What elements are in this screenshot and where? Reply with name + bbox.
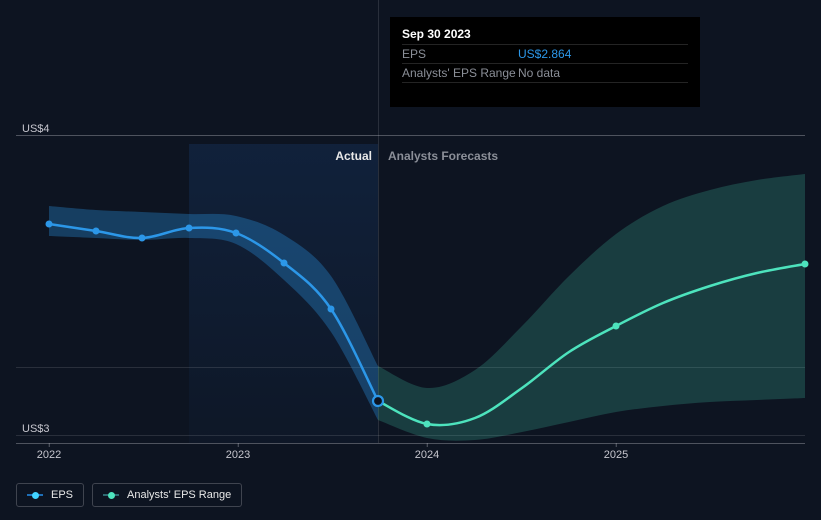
legend-swatch-icon: [103, 490, 119, 500]
eps-forecast-point[interactable]: [424, 421, 431, 428]
eps-range-actual-band: [49, 206, 378, 420]
eps-forecast-point[interactable]: [613, 323, 620, 330]
legend: EPS Analysts' EPS Range: [16, 483, 242, 507]
eps-actual-point[interactable]: [186, 225, 193, 232]
eps-actual-point[interactable]: [281, 260, 288, 267]
eps-actual-point[interactable]: [139, 235, 146, 242]
legend-label: Analysts' EPS Range: [127, 489, 231, 501]
x-axis-tick: 2022: [37, 443, 61, 461]
tooltip-value: US$2.864: [518, 47, 571, 61]
eps-forecast-chart: US$4US$3 Actual Analysts Forecasts 20222…: [0, 0, 821, 520]
tooltip-value: No data: [518, 66, 560, 80]
tooltip-title: Sep 30 2023: [402, 27, 688, 41]
legend-label: EPS: [51, 489, 73, 501]
x-axis-tick: 2023: [226, 443, 250, 461]
eps-actual-point[interactable]: [233, 230, 240, 237]
eps-actual-point[interactable]: [46, 221, 53, 228]
tooltip-row: EPSUS$2.864: [402, 44, 688, 63]
legend-item[interactable]: Analysts' EPS Range: [92, 483, 242, 507]
tooltip-key: Analysts' EPS Range: [402, 66, 518, 80]
eps-actual-point[interactable]: [328, 306, 335, 313]
x-axis-tick: 2025: [604, 443, 628, 461]
data-tooltip: Sep 30 2023 EPSUS$2.864Analysts' EPS Ran…: [390, 17, 700, 107]
eps-actual-point[interactable]: [93, 228, 100, 235]
legend-swatch-icon: [27, 490, 43, 500]
x-axis-tick: 2024: [415, 443, 439, 461]
eps-range-forecast-band: [378, 174, 805, 441]
tooltip-key: EPS: [402, 47, 518, 61]
tooltip-row: Analysts' EPS RangeNo data: [402, 63, 688, 83]
x-axis: 2022 2023 2024 2025: [16, 443, 805, 465]
eps-forecast-point[interactable]: [802, 261, 809, 268]
legend-item[interactable]: EPS: [16, 483, 84, 507]
eps-actual-point[interactable]: [373, 396, 383, 406]
